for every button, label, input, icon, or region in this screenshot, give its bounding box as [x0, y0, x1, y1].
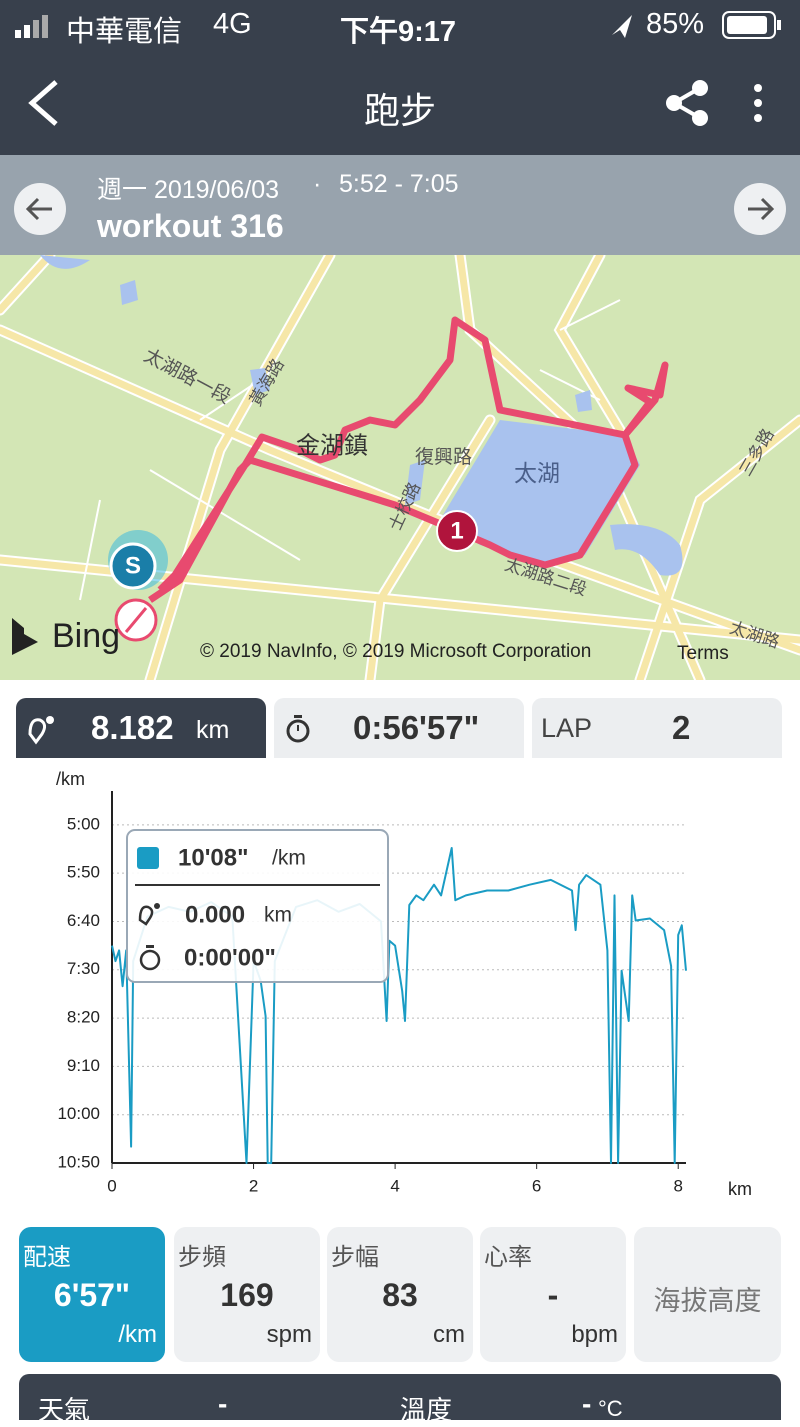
- metric-tile[interactable]: 海拔高度: [634, 1227, 781, 1362]
- y-tick-label: 8:20: [67, 1008, 100, 1027]
- map[interactable]: 太湖路一段 金湖鎮 復興路 太湖 太湖路二段 士校路 三多路 黃海路 太湖路 1…: [0, 255, 800, 680]
- tooltip-distance-unit: km: [264, 904, 292, 927]
- metric-label: 步幅: [331, 1244, 379, 1271]
- y-tick-label: 9:10: [67, 1056, 100, 1075]
- clock: 下午9:17: [340, 16, 457, 48]
- map-label: 太湖: [514, 460, 560, 486]
- nav-title: 跑步: [363, 90, 436, 131]
- x-tick-label: 2: [249, 1176, 258, 1195]
- metric-unit: /km: [118, 1321, 157, 1348]
- separator: ·: [313, 170, 322, 198]
- lap-marker[interactable]: [436, 510, 478, 552]
- metric-tile[interactable]: 步頻 169 spm: [174, 1227, 320, 1362]
- y-tick-label: 6:40: [67, 911, 100, 930]
- workout-time: 5:52 - 7:05: [339, 170, 459, 198]
- back-button[interactable]: [28, 80, 58, 126]
- y-tick-label: 5:00: [67, 814, 100, 833]
- start-marker-label: S: [125, 552, 141, 579]
- share-button[interactable]: [666, 80, 708, 126]
- header-arrows: [14, 183, 786, 235]
- metric-unit: cm: [433, 1321, 465, 1348]
- carrier: 中華電信: [66, 16, 183, 48]
- map-label: 復興路: [415, 446, 472, 468]
- distance-value: 8.182: [91, 709, 174, 746]
- x-tick-label: 0: [107, 1176, 116, 1195]
- map-terms[interactable]: Terms: [677, 643, 729, 664]
- metric-tile[interactable]: 心率 - bpm: [480, 1227, 626, 1362]
- distance-tab[interactable]: [16, 698, 266, 758]
- tooltip: 10'08" /km 0.000 km 0:00'00": [126, 829, 389, 983]
- weather-value: -: [218, 1388, 228, 1419]
- top-bar: [0, 0, 800, 155]
- metric-unit: bpm: [571, 1321, 618, 1348]
- workout-name: workout 316: [97, 208, 284, 244]
- map-provider: Bing: [52, 617, 120, 655]
- lap-marker-label: 1: [450, 517, 463, 544]
- network: 4G: [213, 8, 252, 40]
- lap-tab[interactable]: [532, 698, 782, 758]
- tooltip-pace: 10'08": [178, 844, 248, 871]
- y-tick-label: 7:30: [67, 959, 100, 978]
- metric-label: 海拔高度: [653, 1286, 762, 1316]
- tooltip-pace-unit: /km: [272, 847, 306, 870]
- metric-unit: spm: [266, 1321, 312, 1348]
- temperature-label: 溫度: [400, 1395, 453, 1425]
- metric-value: 169: [220, 1277, 274, 1313]
- workout-date: 週一 2019/06/03: [97, 176, 280, 204]
- metric-label: 配速: [23, 1244, 71, 1271]
- metric-label: 步頻: [178, 1244, 226, 1271]
- metric-value: -: [547, 1277, 559, 1313]
- y-tick-label: 10:00: [57, 1104, 100, 1123]
- next-button[interactable]: [734, 183, 786, 235]
- duration-tab[interactable]: [274, 698, 524, 758]
- distance-unit: km: [196, 716, 230, 744]
- x-tick-label: 6: [532, 1176, 541, 1195]
- menu-button[interactable]: [754, 84, 762, 122]
- battery: 85%: [646, 8, 705, 40]
- top-icons: [15, 11, 781, 126]
- lap-label: LAP: [541, 713, 593, 743]
- x-axis-label: km: [728, 1179, 752, 1199]
- metric-tile[interactable]: 步幅 83 cm: [327, 1227, 473, 1362]
- prev-button[interactable]: [14, 183, 66, 235]
- weather-label: 天氣: [38, 1395, 91, 1425]
- duration-value: 0:56'57": [353, 709, 480, 746]
- weather-bar: [19, 1374, 781, 1420]
- tooltip-time: 0:00'00": [184, 944, 276, 971]
- metric-tile[interactable]: 配速 6'57" /km: [19, 1227, 165, 1362]
- lap-value: 2: [672, 709, 691, 746]
- metric-value: 6'57": [53, 1277, 131, 1313]
- y-axis-label: /km: [56, 769, 85, 789]
- start-marker[interactable]: [109, 542, 157, 590]
- metric-label: 心率: [484, 1244, 532, 1271]
- map-label: 金湖鎮: [296, 432, 368, 459]
- y-tick-label: 10:50: [57, 1152, 100, 1171]
- temperature-unit: °C: [598, 1396, 623, 1421]
- x-tick-label: 4: [390, 1176, 399, 1195]
- temperature-value: -: [582, 1388, 592, 1419]
- metric-value: 83: [382, 1277, 418, 1313]
- workout-header: [0, 155, 800, 255]
- map-copyright: © 2019 NavInfo, © 2019 Microsoft Corpora…: [200, 641, 591, 662]
- y-tick-label: 5:50: [67, 863, 100, 882]
- x-tick-label: 8: [673, 1176, 682, 1195]
- tab-icons: [28, 715, 310, 745]
- tooltip-distance: 0.000: [185, 901, 245, 928]
